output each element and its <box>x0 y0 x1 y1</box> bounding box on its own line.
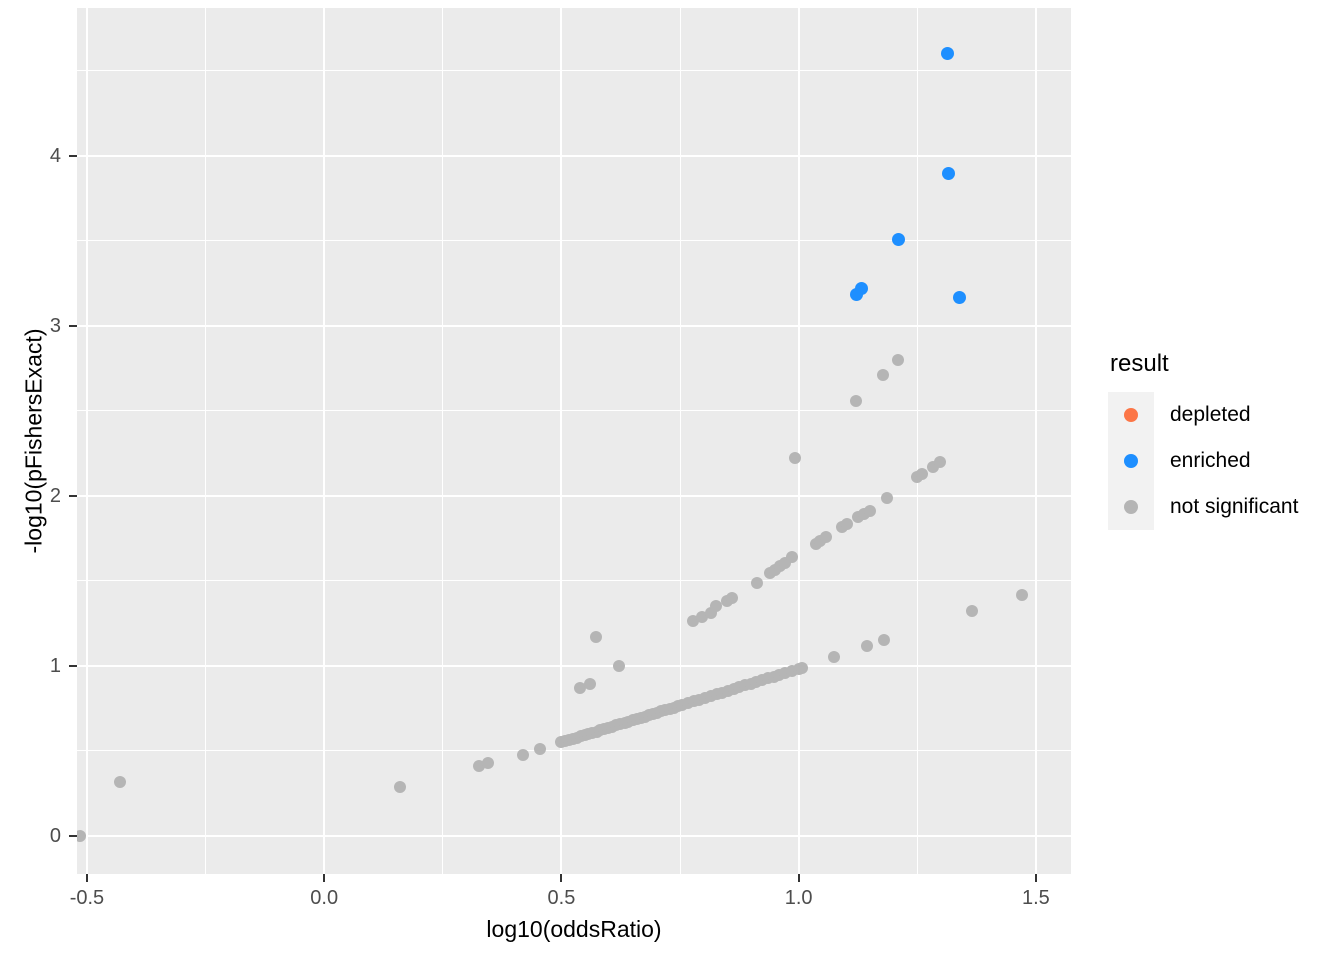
x-axis-title: log10(oddsRatio) <box>486 916 662 942</box>
x-axis-tick <box>560 874 563 882</box>
data-point-not-significant <box>916 467 929 480</box>
x-minor-gridline <box>679 8 681 874</box>
x-axis-tick <box>1034 874 1037 882</box>
data-point-enriched <box>953 291 966 305</box>
data-point-not-significant <box>892 353 905 366</box>
x-minor-gridline <box>442 8 444 874</box>
data-point-not-significant <box>861 640 874 653</box>
x-major-gridline <box>85 8 88 874</box>
data-point-not-significant <box>114 775 127 788</box>
x-axis-tick <box>323 874 326 882</box>
y-tick-label: 3 <box>49 314 61 337</box>
data-point-enriched <box>942 167 956 181</box>
data-point-enriched <box>855 281 869 295</box>
data-point-not-significant <box>934 455 947 468</box>
x-axis-tick <box>85 874 88 882</box>
data-point-not-significant <box>725 591 738 604</box>
data-point-not-significant <box>820 530 833 543</box>
x-major-gridline <box>323 8 326 874</box>
y-axis-tick <box>69 494 77 497</box>
y-major-gridline <box>77 664 1071 667</box>
data-point-not-significant <box>965 604 978 617</box>
data-point-enriched <box>891 233 905 247</box>
data-point-not-significant <box>880 491 893 504</box>
data-point-not-significant <box>517 748 530 761</box>
y-major-gridline <box>77 834 1071 837</box>
data-point-not-significant <box>583 677 596 690</box>
y-minor-gridline <box>77 410 1071 412</box>
legend-entry-not-significant: not significant <box>1108 484 1298 530</box>
legend-key <box>1108 484 1154 530</box>
data-point-not-significant <box>876 369 889 382</box>
x-major-gridline <box>560 8 563 874</box>
data-point-not-significant <box>1015 588 1028 601</box>
x-axis-tick <box>797 874 800 882</box>
data-point-not-significant <box>789 452 802 465</box>
data-point-not-significant <box>481 757 494 770</box>
legend-entry-label: not significant <box>1170 495 1299 518</box>
y-tick-label: 0 <box>49 824 61 847</box>
legend-key <box>1108 438 1154 484</box>
x-major-gridline <box>797 8 800 874</box>
x-tick-label: 0.0 <box>310 887 339 909</box>
y-axis-tick <box>69 664 77 667</box>
y-axis-title: -log10(pFishersExact) <box>20 328 47 554</box>
data-point-not-significant <box>786 550 799 563</box>
legend-entry-label: depleted <box>1170 403 1251 426</box>
y-axis-tick <box>69 834 77 837</box>
legend-entry-label: enriched <box>1170 449 1251 472</box>
data-point-not-significant <box>394 780 407 793</box>
y-minor-gridline <box>77 580 1071 582</box>
x-tick-label: 1.0 <box>784 887 813 909</box>
data-point-not-significant <box>841 517 854 530</box>
legend-title: result <box>1110 350 1169 377</box>
x-tick-label: 1.5 <box>1021 887 1050 909</box>
y-axis-tick <box>69 324 77 327</box>
x-minor-gridline <box>916 8 918 874</box>
y-tick-label: 4 <box>49 144 61 167</box>
y-minor-gridline <box>77 70 1071 72</box>
x-minor-gridline <box>205 8 207 874</box>
data-point-not-significant <box>796 661 809 674</box>
data-point-not-significant <box>534 743 547 756</box>
data-point-not-significant <box>590 630 603 643</box>
y-axis-tick <box>69 154 77 157</box>
legend-entry-depleted: depleted <box>1108 392 1298 438</box>
x-tick-label: 0.5 <box>547 887 576 909</box>
plot-panel <box>77 8 1071 874</box>
legend-entries: depleted enriched not significant <box>1108 392 1298 530</box>
y-major-gridline <box>77 324 1071 327</box>
legend-key-dot <box>1124 408 1138 422</box>
y-minor-gridline <box>77 240 1071 242</box>
data-point-not-significant <box>750 576 763 589</box>
y-major-gridline <box>77 494 1071 497</box>
data-point-not-significant <box>574 682 587 695</box>
data-point-not-significant <box>77 829 86 842</box>
data-point-not-significant <box>709 600 722 613</box>
data-point-not-significant <box>613 659 626 672</box>
data-point-enriched <box>941 46 955 60</box>
data-point-not-significant <box>828 650 841 663</box>
legend: result depleted enriched not significant <box>1108 350 1298 530</box>
data-point-not-significant <box>850 395 863 408</box>
y-minor-gridline <box>77 750 1071 752</box>
legend-key-dot <box>1124 454 1138 468</box>
data-point-not-significant <box>878 634 891 647</box>
legend-entry-enriched: enriched <box>1108 438 1298 484</box>
y-tick-label: 2 <box>49 484 61 507</box>
legend-key-dot <box>1124 500 1138 514</box>
x-major-gridline <box>1034 8 1037 874</box>
x-tick-label: -0.5 <box>69 887 105 909</box>
data-point-not-significant <box>695 610 708 623</box>
data-point-not-significant <box>864 504 877 517</box>
legend-key <box>1108 392 1154 438</box>
y-tick-label: 1 <box>49 654 61 677</box>
y-major-gridline <box>77 154 1071 157</box>
